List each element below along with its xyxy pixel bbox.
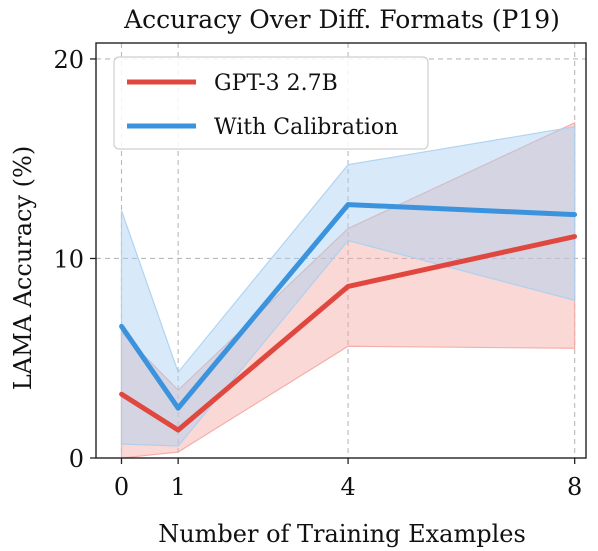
legend-label: GPT-3 2.7B — [214, 71, 338, 96]
data-point-series-1 — [175, 405, 181, 411]
data-point-series-1 — [345, 202, 351, 208]
legend: GPT-3 2.7B With Calibration — [113, 56, 429, 150]
x-axis-label: Number of Training Examples — [158, 520, 526, 548]
line-series-0 — [120, 234, 576, 433]
series-lines — [119, 202, 578, 433]
data-point-series-1 — [572, 212, 578, 217]
y-tick-label: 0 — [69, 445, 84, 473]
line-series-1 — [119, 202, 575, 411]
x-tick-label: 1 — [170, 473, 185, 501]
plot-frame — [95, 42, 587, 459]
confidence-bands — [120, 121, 576, 459]
y-axis-label: LAMA Accuracy (%) — [9, 146, 37, 390]
x-tick-label: 8 — [567, 473, 582, 501]
y-tick-label: 10 — [53, 245, 84, 273]
x-tick-label: 0 — [114, 473, 129, 501]
legend-label: With Calibration — [214, 115, 398, 140]
y-tick-label: 20 — [53, 46, 84, 74]
x-tick-label: 4 — [340, 473, 355, 501]
band-series-1 — [120, 126, 576, 447]
data-point-series-0 — [345, 284, 351, 289]
axis-ticks: 0 1 4 8 0 10 20 — [53, 46, 582, 501]
data-point-series-0 — [572, 234, 578, 239]
data-point-series-0 — [119, 391, 124, 397]
band-series-0 — [120, 121, 576, 459]
chart-title: Accuracy Over Diff. Formats (P19) — [123, 5, 560, 34]
data-point-series-1 — [119, 323, 124, 329]
data-point-series-0 — [175, 427, 181, 433]
